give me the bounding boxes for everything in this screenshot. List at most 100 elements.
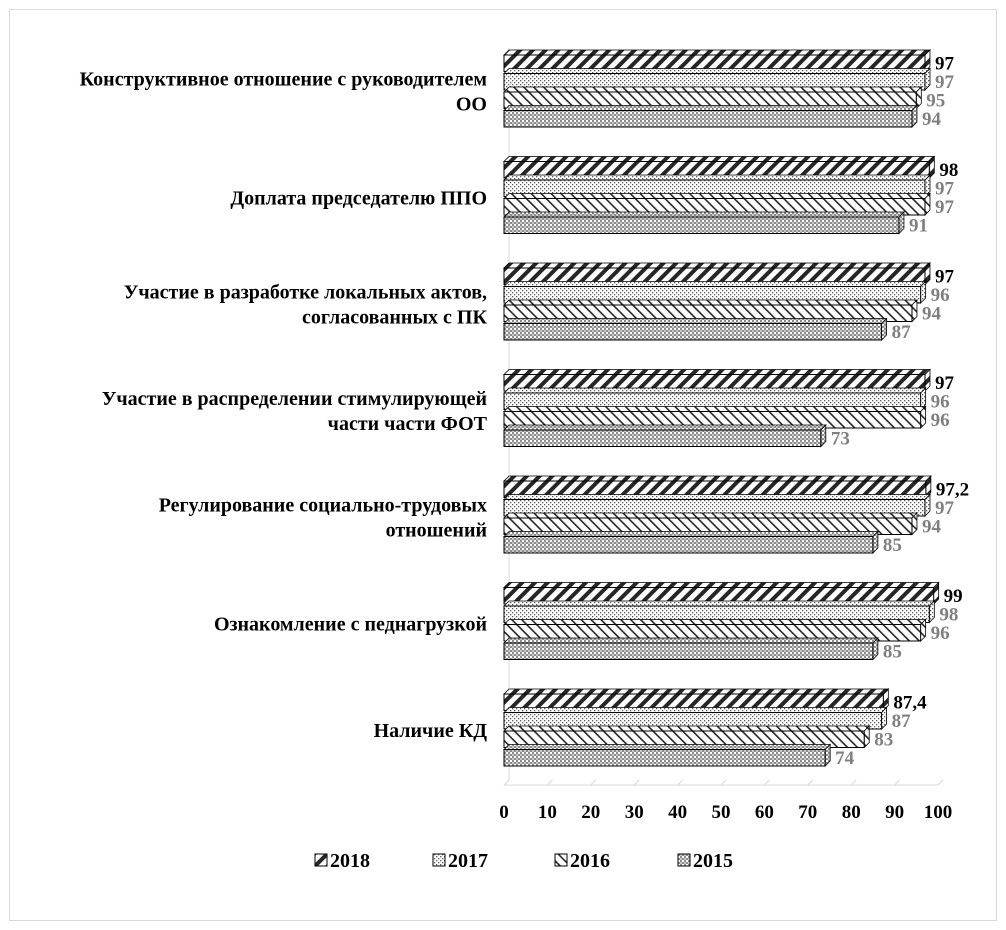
x-tick-mark: [764, 779, 770, 786]
x-tick-mark: [677, 779, 683, 786]
bar-2017: [503, 387, 927, 411]
bar-front-face: [503, 749, 826, 767]
data-label: 87,4: [893, 693, 927, 714]
bar-2017: [503, 174, 931, 198]
data-label: 96: [931, 410, 950, 431]
bar-top-face: [503, 369, 931, 375]
x-tick-mark: [590, 779, 597, 786]
legend-label: 2015: [693, 850, 733, 872]
bar-top-face: [503, 637, 879, 644]
data-label: 94: [922, 304, 942, 325]
category-label: части части ФОТ: [328, 413, 488, 435]
category-label: согласованных с ПК: [302, 307, 487, 329]
data-label: 85: [883, 535, 902, 556]
labels-layer: 0 10 20 30 40 50 60 70 80 90 100 Конструктивное отн…: [80, 54, 969, 824]
data-label: 91: [909, 216, 928, 237]
bar-top-face: [503, 475, 932, 482]
bar-top-face: [503, 725, 871, 732]
bar-2016: [503, 405, 927, 429]
data-label: 99: [944, 586, 963, 607]
legend-swatch: [314, 853, 328, 867]
bar-2017: [503, 493, 931, 517]
bar-2015: [503, 211, 905, 235]
bar-2018: [503, 581, 940, 605]
data-label: 98: [939, 605, 958, 626]
bar-front-face: [503, 216, 900, 234]
bar-top-face: [503, 494, 931, 500]
bar-2015: [503, 317, 888, 341]
data-label: 96: [931, 285, 950, 306]
category-label: Ознакомление с педнагрузкой: [214, 614, 487, 636]
bar-front-face: [503, 536, 874, 554]
data-label: 83: [874, 730, 893, 751]
bar-2015: [503, 743, 832, 767]
legend-swatch: [677, 853, 691, 867]
bar-2015: [503, 424, 827, 448]
bar-top-face: [503, 600, 936, 607]
x-tick-mark: [850, 779, 857, 786]
x-tick-mark: [633, 779, 640, 786]
data-label: 74: [835, 748, 855, 769]
bar-top-face: [503, 744, 832, 750]
category-label: Участие в разработке локальных актов,: [124, 282, 487, 304]
bar-front-face: [503, 323, 883, 341]
x-tick-mark: [894, 779, 900, 786]
bar-2018: [503, 368, 931, 392]
legend-item-2017: 2017: [432, 850, 488, 872]
x-tick-mark: [807, 779, 814, 786]
bar-top-face: [503, 49, 931, 56]
bar-top-face: [503, 281, 927, 287]
x-tick-mark: [503, 779, 510, 786]
category-label: отношений: [386, 520, 487, 542]
bar-2015: [503, 530, 879, 554]
x-tick-label: 0: [499, 802, 509, 823]
category-label: Доплата председателю ППО: [230, 188, 487, 210]
bar-top-face: [503, 299, 918, 306]
data-label: 98: [939, 160, 958, 181]
bar-top-face: [503, 424, 827, 431]
bars-layer: [503, 49, 940, 767]
bar-2016: [503, 618, 927, 642]
data-label: 97: [935, 54, 955, 75]
bar-2017: [503, 706, 888, 730]
bar-top-face: [503, 582, 940, 588]
bar-top-face: [503, 707, 888, 713]
data-label: 96: [931, 623, 950, 644]
data-label: 97: [935, 197, 955, 218]
bar-top-face: [503, 262, 931, 269]
bar-top-face: [503, 387, 927, 394]
bar-2016: [503, 192, 931, 216]
bar-top-face: [503, 105, 918, 111]
x-tick-label: 90: [885, 802, 904, 823]
legend-item-2018: 2018: [314, 850, 370, 872]
bar-front-face: [503, 110, 913, 128]
bar-front-face: [503, 429, 822, 447]
bar-2017: [503, 600, 936, 624]
bar-2015: [503, 637, 879, 661]
data-label: 97: [935, 72, 955, 93]
bar-2018: [503, 49, 931, 73]
chart-frame: 0 10 20 30 40 50 60 70 80 90 100 Конструктивное отн…: [9, 9, 997, 921]
x-tick-label: 60: [755, 802, 774, 823]
chart-plot: 0 10 20 30 40 50 60 70 80 90 100 Конструктивное отн…: [80, 48, 969, 872]
bar-top-face: [503, 688, 890, 695]
data-label: 97: [935, 498, 955, 519]
x-tick-label: 10: [538, 802, 557, 823]
category-label: Регулирование социально-трудовых: [159, 495, 487, 517]
x-tick-label: 70: [798, 802, 817, 823]
data-label: 85: [883, 642, 902, 663]
data-label: 95: [926, 91, 945, 112]
x-tick-mark: [547, 779, 553, 786]
bar-2016: [503, 512, 918, 536]
category-label: Наличие КД: [374, 720, 488, 742]
data-label: 94: [922, 517, 942, 538]
category-label: Участие в распределении стимулирующей: [102, 388, 487, 410]
data-label: 97: [935, 179, 955, 200]
bar-2018: [503, 155, 936, 179]
bar-top-face: [503, 156, 936, 162]
data-label: 87: [892, 711, 912, 732]
legend-item-2015: 2015: [677, 850, 733, 872]
x-tick-label: 30: [625, 802, 644, 823]
bar-top-face: [503, 86, 923, 93]
bar-front-face: [503, 642, 874, 660]
